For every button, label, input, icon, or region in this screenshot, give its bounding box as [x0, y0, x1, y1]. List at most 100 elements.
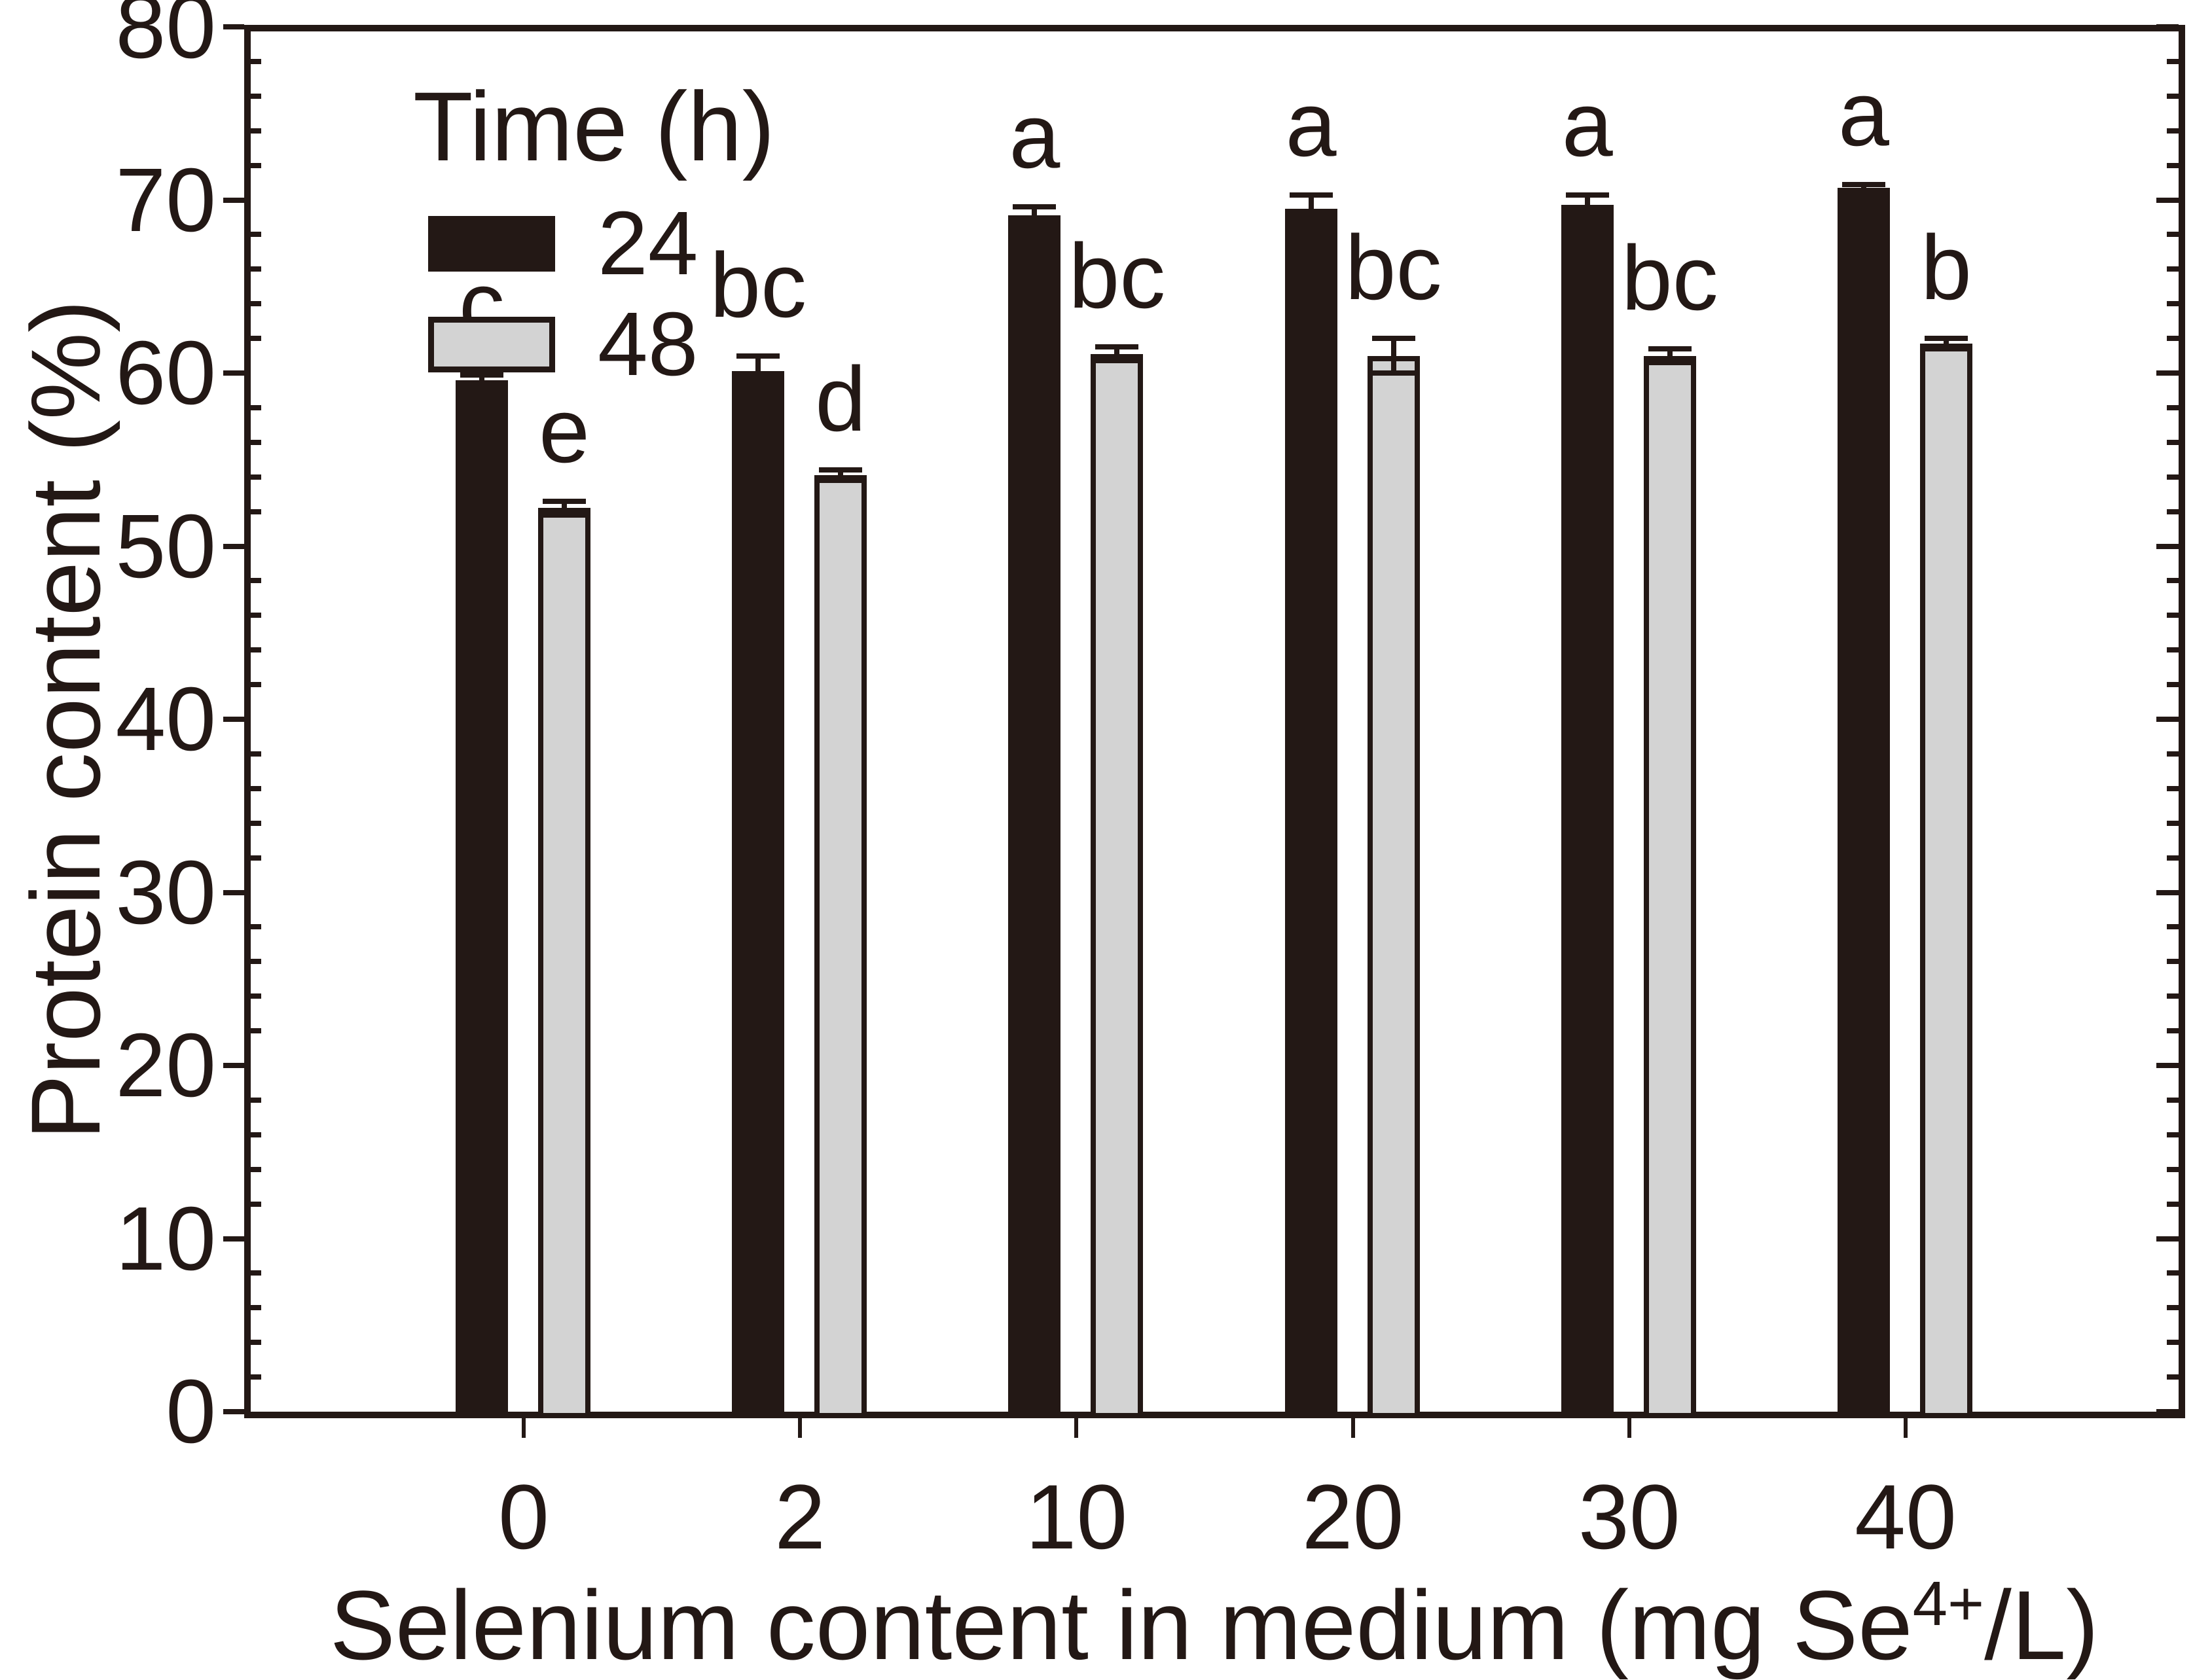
x-major-tick	[1904, 1418, 1908, 1438]
error-cap-lower	[1095, 358, 1139, 364]
y-minor-tick-left	[251, 820, 261, 826]
x-major-tick	[798, 1418, 803, 1438]
error-cap-upper	[1648, 346, 1692, 351]
y-minor-tick-right	[2167, 232, 2179, 238]
y-minor-tick-left	[251, 1097, 261, 1103]
bar-48h-se0	[538, 508, 590, 1418]
y-major-tick-right	[2156, 24, 2179, 29]
y-minor-tick-left	[251, 785, 261, 791]
y-minor-tick-right	[2167, 509, 2179, 514]
y-minor-tick-right	[2167, 1270, 2179, 1276]
significance-letter: a	[1009, 84, 1060, 188]
y-minor-tick-right	[2167, 682, 2179, 688]
y-minor-tick-left	[251, 924, 261, 930]
y-major-tick-left	[223, 24, 244, 29]
bar-24h-se30	[1561, 205, 1614, 1418]
error-cap-upper	[1842, 181, 1885, 187]
y-major-tick-left	[223, 889, 244, 895]
y-minor-tick-right	[2167, 336, 2179, 342]
error-stem	[479, 377, 484, 383]
error-cap-lower	[1371, 370, 1415, 376]
y-minor-tick-right	[2167, 1305, 2179, 1311]
y-minor-tick-right	[2167, 1340, 2179, 1346]
y-major-tick-left	[223, 197, 244, 203]
y-major-tick-left	[223, 370, 244, 376]
y-tick-label: 80	[115, 0, 217, 77]
error-cap-upper	[1013, 204, 1057, 210]
error-cap-upper	[460, 372, 503, 378]
y-minor-tick-left	[251, 578, 261, 584]
y-major-tick-left	[223, 543, 244, 549]
y-minor-tick-left	[251, 1201, 261, 1207]
x-axis-title-superscript: 4+	[1912, 1569, 1985, 1639]
y-major-tick-right	[2156, 717, 2179, 722]
y-tick-label: 70	[115, 149, 217, 251]
error-cap-upper	[1371, 336, 1415, 342]
error-stem	[1584, 197, 1590, 208]
error-cap-upper	[819, 467, 863, 473]
error-stem	[1308, 197, 1314, 211]
y-tick-label: 10	[115, 1188, 217, 1289]
significance-letter: bc	[1621, 226, 1718, 329]
significance-letter: a	[1838, 62, 1889, 165]
x-major-tick	[1074, 1418, 1079, 1438]
y-tick-label: 20	[115, 1015, 217, 1116]
y-minor-tick-left	[251, 404, 261, 410]
significance-letter: a	[1285, 72, 1337, 175]
bar-48h-se2	[814, 475, 867, 1418]
y-major-tick-right	[2156, 197, 2179, 203]
y-minor-tick-right	[2167, 301, 2179, 307]
error-cap-upper	[736, 353, 780, 359]
y-major-tick-right	[2156, 889, 2179, 895]
y-minor-tick-left	[251, 993, 261, 999]
bar-24h-se2	[732, 371, 785, 1418]
y-minor-tick-right	[2167, 647, 2179, 653]
legend-swatch-48h	[428, 317, 555, 372]
y-minor-tick-left	[251, 682, 261, 688]
y-minor-tick-left	[251, 162, 261, 168]
error-stem	[1667, 351, 1673, 361]
significance-letter: b	[1921, 216, 1972, 319]
error-cap-upper	[1565, 192, 1609, 198]
x-major-tick	[1350, 1418, 1355, 1438]
significance-letter: a	[1561, 72, 1613, 175]
bar-48h-se10	[1091, 353, 1144, 1418]
y-minor-tick-right	[2167, 1166, 2179, 1172]
y-minor-tick-right	[2167, 404, 2179, 410]
y-minor-tick-right	[2167, 993, 2179, 999]
y-tick-label: 40	[115, 669, 217, 770]
y-tick-label: 50	[115, 495, 217, 597]
bar-24h-se40	[1838, 187, 1890, 1418]
y-minor-tick-right	[2167, 578, 2179, 584]
error-stem	[755, 358, 761, 374]
y-minor-tick-left	[251, 439, 261, 445]
y-minor-tick-left	[251, 301, 261, 307]
y-tick-label: 60	[115, 323, 217, 423]
x-tick-label: 10	[1025, 1465, 1128, 1568]
y-minor-tick-left	[251, 128, 261, 134]
y-minor-tick-left	[251, 613, 261, 618]
y-minor-tick-left	[251, 751, 261, 757]
y-tick-label: 30	[115, 842, 217, 943]
y-minor-tick-left	[251, 1305, 261, 1311]
y-minor-tick-left	[251, 647, 261, 653]
y-major-tick-left	[223, 717, 244, 722]
y-minor-tick-left	[251, 959, 261, 965]
error-stem	[1861, 187, 1866, 190]
y-minor-tick-left	[251, 336, 261, 342]
error-stem	[1032, 209, 1038, 219]
y-major-tick-left	[223, 1409, 244, 1414]
y-major-tick-right	[2156, 543, 2179, 549]
y-minor-tick-left	[251, 266, 261, 272]
y-minor-tick-right	[2167, 93, 2179, 99]
error-cap-upper	[1925, 336, 1968, 342]
y-minor-tick-right	[2167, 58, 2179, 64]
y-minor-tick-right	[2167, 924, 2179, 930]
y-minor-tick-right	[2167, 266, 2179, 272]
y-minor-tick-left	[251, 232, 261, 238]
error-cap-upper	[543, 498, 586, 504]
bar-48h-se20	[1367, 355, 1420, 1418]
y-minor-tick-right	[2167, 820, 2179, 826]
y-minor-tick-left	[251, 1166, 261, 1172]
y-minor-tick-left	[251, 1132, 261, 1137]
